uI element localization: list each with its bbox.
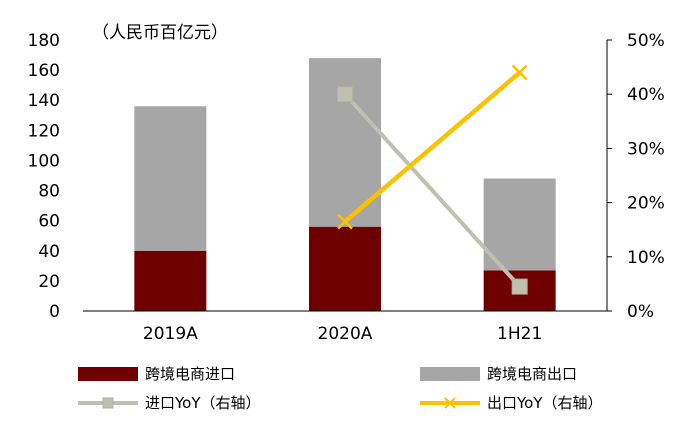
- export-yoy-point: [511, 64, 528, 81]
- export-yoy-marker-stroke: [337, 213, 353, 230]
- left-tick-label: 160: [28, 61, 60, 81]
- left-tick-label: 80: [38, 182, 60, 202]
- legend-label: 跨境电商出口: [487, 365, 577, 383]
- category-label: 2020A: [318, 324, 373, 344]
- left-tick-label: 140: [28, 91, 60, 111]
- bars: [134, 58, 556, 311]
- left-tick-label: 120: [28, 121, 60, 141]
- right-tick-label: 30%: [627, 139, 665, 159]
- right-tick-label: 0%: [627, 302, 654, 322]
- left-tick-label: 20: [38, 272, 60, 292]
- yoy-lines: [337, 64, 528, 295]
- legend-item: 进口YoY（右轴）: [78, 394, 261, 412]
- import-yoy-line: [343, 92, 522, 288]
- left-axis-ticks: 0 20 40 60 80 100 120 140 160 180: [28, 31, 60, 322]
- legend-marker-x-stroke: [444, 397, 456, 409]
- right-tick-label: 40%: [627, 85, 665, 105]
- legend-item: 跨境电商出口: [420, 365, 577, 383]
- category-label: 2019A: [143, 324, 198, 344]
- unit-label: （人民币百亿元）: [92, 23, 228, 43]
- import-yoy-point: [511, 278, 528, 295]
- legend-item: 跨境电商进口: [78, 365, 235, 383]
- right-tick-label: 20%: [627, 194, 665, 214]
- left-tick-label: 180: [28, 31, 60, 51]
- legend-marker-square: [102, 397, 114, 409]
- legend-swatch: [78, 367, 138, 381]
- right-tick-label: 50%: [627, 31, 665, 51]
- category-label: 1H21: [497, 324, 542, 344]
- legend-label: 进口YoY（右轴）: [145, 394, 261, 412]
- bar-import-2020A: [309, 226, 381, 311]
- export-yoy-point: [337, 213, 353, 230]
- left-tick-label: 0: [49, 302, 60, 322]
- bar-import-2019A: [134, 250, 207, 311]
- left-tick-label: 100: [28, 151, 60, 171]
- left-tick-label: 60: [38, 212, 60, 232]
- bar-export-2019A: [134, 106, 207, 251]
- legend-label: 出口YoY（右轴）: [487, 394, 603, 412]
- bar-export-1H21: [483, 178, 556, 271]
- right-axis-ticks: 0% 10% 20% 30% 40% 50%: [607, 31, 665, 322]
- category-labels: 2019A 2020A 1H21: [143, 324, 542, 344]
- right-tick-label: 10%: [627, 248, 665, 268]
- legend-swatch: [420, 367, 480, 381]
- import-yoy-point: [337, 86, 353, 103]
- export-yoy-marker-stroke: [511, 64, 528, 81]
- legend-item: 出口YoY（右轴）: [420, 394, 603, 412]
- legend-label: 跨境电商进口: [145, 365, 235, 383]
- export-yoy-line: [343, 70, 522, 224]
- left-tick-label: 40: [38, 242, 60, 262]
